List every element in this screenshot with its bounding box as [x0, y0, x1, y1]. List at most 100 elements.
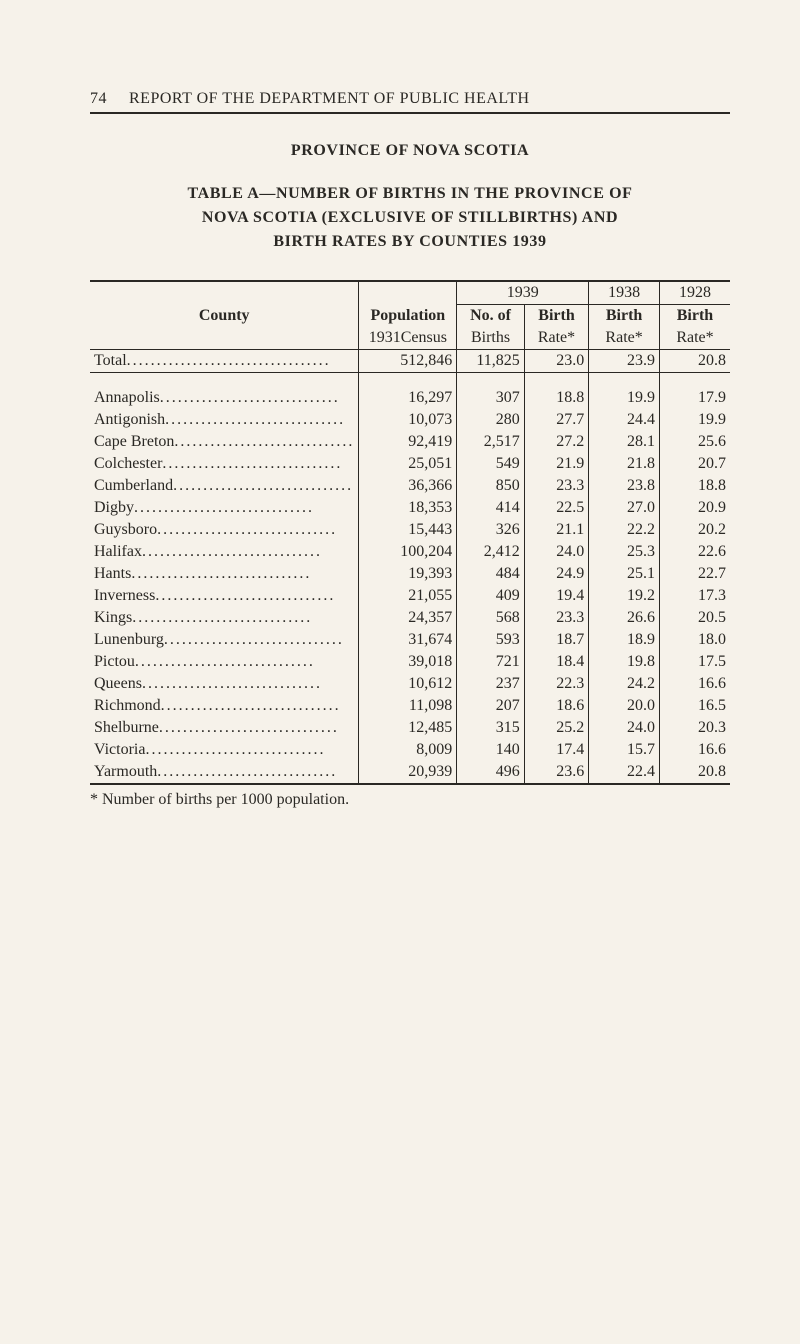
cell-population: 31,674 — [359, 629, 457, 651]
cell-rate38: 22.4 — [589, 761, 660, 784]
dot-leader: .............................. — [174, 433, 354, 450]
county-cell: Annapolis.............................. — [90, 387, 359, 409]
cell-births: 593 — [457, 629, 525, 651]
cell-rate39: 21.9 — [524, 453, 588, 475]
county-name: Shelburne — [94, 719, 159, 736]
cell-rate28: 19.9 — [659, 409, 730, 431]
table-row: Lunenburg..............................3… — [90, 629, 730, 651]
table-header-sublabel-row: 1931Census Births Rate* Rate* Rate* — [90, 327, 730, 350]
cell-rate39: 22.3 — [524, 673, 588, 695]
cell-rate28: 20.8 — [659, 761, 730, 784]
cell-births: 721 — [457, 651, 525, 673]
county-name: Guysboro — [94, 521, 157, 538]
cell-rate39: 22.5 — [524, 497, 588, 519]
cell-population: 24,357 — [359, 607, 457, 629]
cell-population: 10,073 — [359, 409, 457, 431]
county-name: Cumberland — [94, 477, 173, 494]
col-header-year-1928: 1928 — [659, 281, 730, 305]
county-cell: Richmond.............................. — [90, 695, 359, 717]
table-row: Queens..............................10,6… — [90, 673, 730, 695]
cell-rate39: 18.7 — [524, 629, 588, 651]
county-name: Yarmouth — [94, 763, 157, 780]
county-cell: Antigonish.............................. — [90, 409, 359, 431]
county-name: Hants — [94, 565, 131, 582]
cell-rate39: 27.7 — [524, 409, 588, 431]
table-row: Yarmouth.............................. 20… — [90, 761, 730, 784]
cell-population: 19,393 — [359, 563, 457, 585]
cell-rate39: 25.2 — [524, 717, 588, 739]
dot-leader: .............................. — [135, 653, 315, 670]
cell-rate28: 18.0 — [659, 629, 730, 651]
county-cell: Pictou.............................. — [90, 651, 359, 673]
table-total-row: Total.................................. … — [90, 350, 730, 373]
county-cell: Digby.............................. — [90, 497, 359, 519]
dot-leader: .............................. — [173, 477, 353, 494]
cell-rate28: 20.3 — [659, 717, 730, 739]
county-cell: Lunenburg.............................. — [90, 629, 359, 651]
dot-leader: .............................. — [145, 741, 325, 758]
county-cell: Shelburne.............................. — [90, 717, 359, 739]
cell-rate28: 16.5 — [659, 695, 730, 717]
table-heading-line: NOVA SCOTIA (EXCLUSIVE OF STILLBIRTHS) A… — [110, 206, 710, 230]
col-header-county: County — [90, 305, 359, 328]
cell-rate38: 19.2 — [589, 585, 660, 607]
dot-leader: .............................. — [134, 499, 314, 516]
table-spacer — [90, 373, 730, 388]
cell-population: 15,443 — [359, 519, 457, 541]
dot-leader: .............................. — [131, 565, 311, 582]
cell-births: 237 — [457, 673, 525, 695]
table-row: Halifax..............................100… — [90, 541, 730, 563]
cell-rate28: 22.7 — [659, 563, 730, 585]
col-header-births: No. of — [457, 305, 525, 328]
cell-rate28: 16.6 — [659, 673, 730, 695]
dot-leader: .............................. — [142, 675, 322, 692]
dot-leader: .............................. — [157, 763, 337, 780]
total-rate39: 23.0 — [524, 350, 588, 373]
cell-population: 20,939 — [359, 761, 457, 784]
table-row: Richmond..............................11… — [90, 695, 730, 717]
county-name: Cape Breton — [94, 433, 174, 450]
cell-rate39: 23.6 — [524, 761, 588, 784]
cell-rate28: 18.8 — [659, 475, 730, 497]
county-cell: Halifax.............................. — [90, 541, 359, 563]
col-subheader-births: Births — [457, 327, 525, 350]
cell-births: 207 — [457, 695, 525, 717]
col-subheader-population: 1931Census — [359, 327, 457, 350]
cell-rate28: 20.9 — [659, 497, 730, 519]
cell-rate28: 25.6 — [659, 431, 730, 453]
county-name: Annapolis — [94, 389, 160, 406]
cell-births: 496 — [457, 761, 525, 784]
dot-leader: .............................. — [132, 609, 312, 626]
cell-rate38: 22.2 — [589, 519, 660, 541]
cell-rate28: 17.5 — [659, 651, 730, 673]
county-cell: Victoria.............................. — [90, 739, 359, 761]
cell-rate38: 24.2 — [589, 673, 660, 695]
col-subheader-rate39: Rate* — [524, 327, 588, 350]
total-births: 11,825 — [457, 350, 525, 373]
total-population: 512,846 — [359, 350, 457, 373]
county-cell: Cape Breton.............................… — [90, 431, 359, 453]
county-name: Pictou — [94, 653, 135, 670]
table-row: Cape Breton.............................… — [90, 431, 730, 453]
cell-births: 850 — [457, 475, 525, 497]
cell-rate28: 20.2 — [659, 519, 730, 541]
cell-rate38: 21.8 — [589, 453, 660, 475]
col-header-rate38: Birth — [589, 305, 660, 328]
cell-births: 2,517 — [457, 431, 525, 453]
cell-rate38: 25.1 — [589, 563, 660, 585]
cell-rate28: 20.5 — [659, 607, 730, 629]
dot-leader: .............................. — [159, 719, 339, 736]
county-cell: Inverness.............................. — [90, 585, 359, 607]
cell-rate28: 20.7 — [659, 453, 730, 475]
table-row: Victoria..............................8,… — [90, 739, 730, 761]
dot-leader: .............................. — [161, 697, 341, 714]
cell-births: 568 — [457, 607, 525, 629]
running-head-title: REPORT OF THE DEPARTMENT OF PUBLIC HEALT… — [129, 90, 530, 108]
county-name: Halifax — [94, 543, 142, 560]
col-subheader-rate28: Rate* — [659, 327, 730, 350]
dot-leader: .............................. — [162, 455, 342, 472]
cell-rate39: 23.3 — [524, 475, 588, 497]
col-header-population-blank — [359, 281, 457, 305]
cell-births: 2,412 — [457, 541, 525, 563]
county-name: Kings — [94, 609, 132, 626]
